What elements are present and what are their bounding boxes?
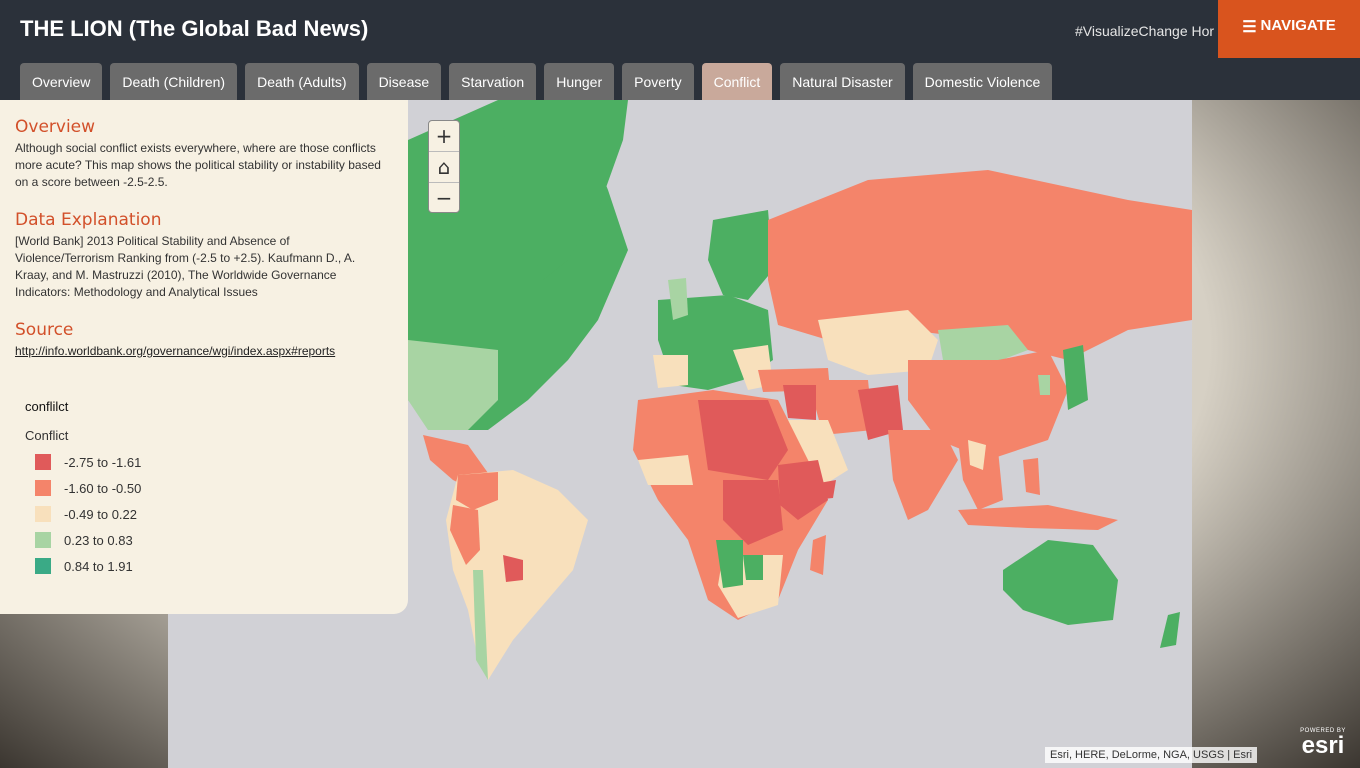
legend-label: -1.60 to -0.50 xyxy=(64,480,142,496)
source-heading: Source xyxy=(15,320,74,340)
source-link[interactable]: http://info.worldbank.org/governance/wgi… xyxy=(15,344,336,358)
region-east-africa xyxy=(778,460,828,520)
tab-hunger[interactable]: Hunger xyxy=(544,63,615,100)
legend-swatch xyxy=(35,532,51,548)
tab-natural-disaster[interactable]: Natural Disaster xyxy=(780,63,905,100)
esri-wordmark: esri xyxy=(1301,732,1345,759)
legend-label: -2.75 to -1.61 xyxy=(64,454,142,470)
legend-swatch xyxy=(35,480,51,496)
region-west-africa xyxy=(638,455,693,485)
region-central-africa xyxy=(723,480,783,545)
region-india xyxy=(888,430,958,520)
legend-label: -0.49 to 0.22 xyxy=(64,506,137,522)
map-attribution: Esri, HERE, DeLorme, NGA, USGS | Esri xyxy=(1045,747,1258,763)
tab-poverty[interactable]: Poverty xyxy=(622,63,694,100)
region-usa-east xyxy=(408,340,498,430)
legend-label: 0.84 to 1.91 xyxy=(64,558,133,574)
region-angola-namibia xyxy=(716,540,743,588)
info-panel: Overview Although social conflict exists… xyxy=(0,100,408,614)
zoom-out-button[interactable]: − xyxy=(435,186,453,210)
legend-row: 0.23 to 0.83 xyxy=(35,532,133,548)
region-russia xyxy=(768,170,1192,360)
world-map[interactable] xyxy=(168,100,1192,768)
esri-logo[interactable]: POWERED BY esri xyxy=(1293,728,1353,764)
hamburger-icon: ☰ xyxy=(1242,19,1257,36)
region-colombia xyxy=(456,472,498,510)
region-botswana xyxy=(743,555,763,580)
overview-text: Although social conflict exists everywhe… xyxy=(15,141,381,189)
legend-row: -0.49 to 0.22 xyxy=(35,506,137,522)
region-paraguay xyxy=(503,555,523,582)
navigate-button[interactable]: ☰ NAVIGATE xyxy=(1218,0,1360,58)
legend-label: 0.23 to 0.83 xyxy=(64,532,133,548)
region-uk xyxy=(668,278,688,320)
region-greenland xyxy=(498,100,628,280)
region-new-zealand xyxy=(1160,612,1180,648)
tab-death-children[interactable]: Death (Children) xyxy=(110,63,238,100)
legend-field-name: Conflict xyxy=(25,428,69,443)
legend-swatch xyxy=(35,558,51,574)
zoom-in-button[interactable]: + xyxy=(429,121,459,152)
region-indonesia xyxy=(958,505,1118,530)
legend-swatch xyxy=(35,506,51,522)
region-korea xyxy=(1038,375,1050,395)
data-explanation-heading: Data Explanation xyxy=(15,210,162,230)
tab-overview[interactable]: Overview xyxy=(20,63,103,100)
region-mongolia xyxy=(938,325,1028,365)
region-scandinavia xyxy=(708,210,773,300)
region-australia xyxy=(1003,540,1118,625)
region-kazakhstan xyxy=(818,310,938,375)
region-chile xyxy=(473,570,488,680)
region-philippines xyxy=(1023,458,1040,495)
tab-starvation[interactable]: Starvation xyxy=(449,63,537,100)
app-title: THE LION (The Global Bad News) xyxy=(20,16,369,41)
region-japan xyxy=(1063,345,1088,410)
region-sahel xyxy=(698,400,788,480)
region-iraq-syria xyxy=(783,385,816,420)
region-china xyxy=(908,350,1068,460)
tab-conflict[interactable]: Conflict xyxy=(701,63,773,100)
region-se-asia xyxy=(958,440,1003,510)
legend-row: -2.75 to -1.61 xyxy=(35,454,141,470)
region-peru xyxy=(450,505,480,565)
map-canvas xyxy=(408,100,1192,680)
tab-domestic-violence[interactable]: Domestic Violence xyxy=(912,63,1053,100)
legend-swatch xyxy=(35,454,51,470)
tab-bar: Overview Death (Children) Death (Adults)… xyxy=(20,63,1053,100)
region-spain xyxy=(653,355,688,388)
tab-death-adults[interactable]: Death (Adults) xyxy=(245,63,359,100)
zoom-control: + ⌂ − xyxy=(428,120,460,213)
legend-layer-name: conflilct xyxy=(25,399,69,414)
region-thailand xyxy=(968,440,986,470)
app-header: THE LION (The Global Bad News) #Visualiz… xyxy=(0,0,1360,100)
overview-heading: Overview xyxy=(15,117,96,137)
legend-row: 0.84 to 1.91 xyxy=(35,558,133,574)
region-madagascar xyxy=(810,535,826,575)
tab-disease[interactable]: Disease xyxy=(366,63,442,100)
legend-row: -1.60 to -0.50 xyxy=(35,480,141,496)
hashtag-link[interactable]: #VisualizeChange Hor xyxy=(1075,23,1215,39)
region-afghanistan-pakistan xyxy=(858,385,903,440)
home-button[interactable]: ⌂ xyxy=(429,152,459,183)
data-explanation-text: [World Bank] 2013 Political Stability an… xyxy=(15,234,356,299)
navigate-label: NAVIGATE xyxy=(1260,17,1336,34)
esri-powered-text: POWERED BY xyxy=(1300,728,1346,734)
